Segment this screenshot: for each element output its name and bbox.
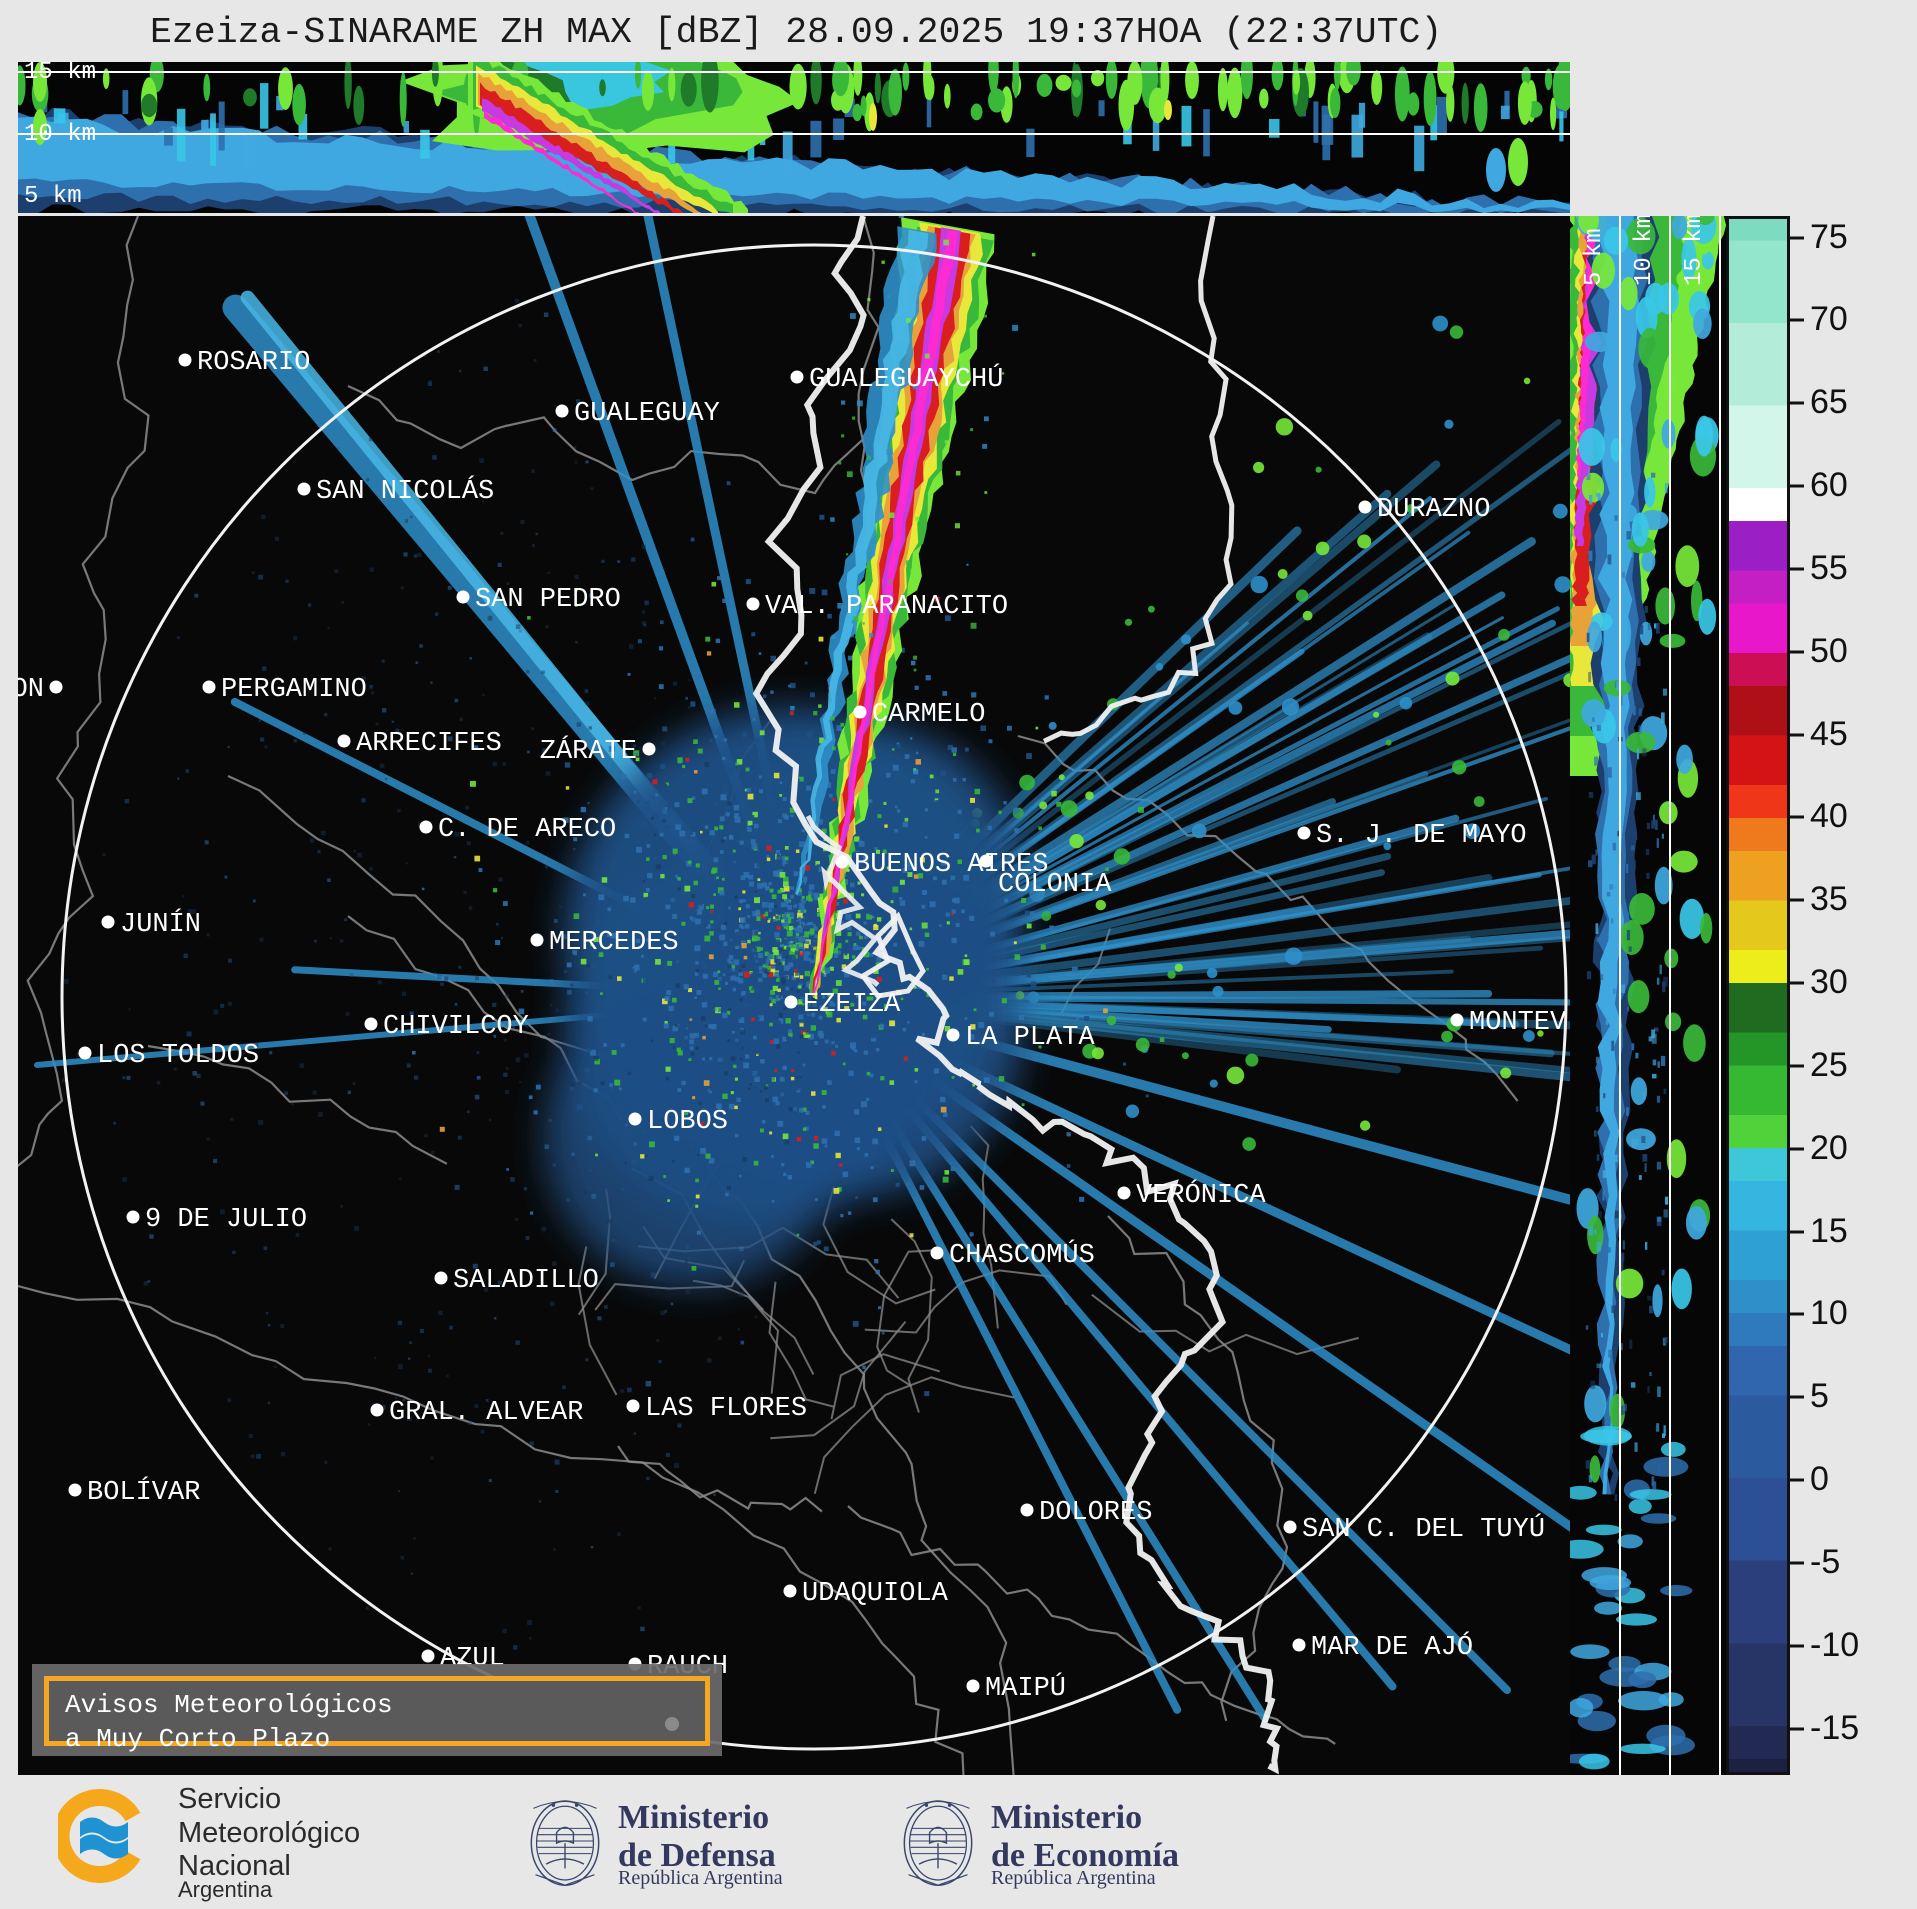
svg-text:MERCEDES: MERCEDES [549,928,679,958]
svg-text:LOBOS: LOBOS [647,1107,728,1137]
svg-text:MAR DE AJÓ: MAR DE AJÓ [1311,1630,1473,1663]
svg-text:GUALEGUAYCHÚ: GUALEGUAYCHÚ [809,362,1003,395]
svg-text:EZEIZA: EZEIZA [803,990,901,1020]
svg-text:SALADILLO: SALADILLO [453,1266,599,1296]
svg-text:MAIPÚ: MAIPÚ [985,1671,1066,1704]
svg-text:SAN PEDRO: SAN PEDRO [475,585,621,615]
svg-text:ROSARIO: ROSARIO [197,348,310,378]
svg-text:COLONIA: COLONIA [998,870,1112,900]
svg-text:GUALEGUAY: GUALEGUAY [574,399,720,429]
svg-text:UDAQUIOLA: UDAQUIOLA [802,1579,949,1609]
svg-text:10 km: 10 km [24,121,96,148]
svg-text:C. DE ARECO: C. DE ARECO [438,815,616,845]
svg-text:PERGAMINO: PERGAMINO [221,675,367,705]
svg-text:VAL. PARANACITO: VAL. PARANACITO [765,592,1008,622]
svg-text:DOLORES: DOLORES [1039,1498,1152,1528]
svg-text:SAN NICOLÁS: SAN NICOLÁS [316,475,494,507]
svg-text:ARRECIFES: ARRECIFES [356,729,502,759]
svg-text:15 km: 15 km [24,62,96,86]
svg-text:JUNÍN: JUNÍN [120,908,201,940]
svg-text:SAN C. DEL TUYÚ: SAN C. DEL TUYÚ [1302,1512,1545,1545]
svg-text:5 km: 5 km [24,183,82,210]
svg-text:CARMELO: CARMELO [872,700,985,730]
svg-text:15 km: 15 km [1681,216,1708,286]
svg-text:CHIVILCOY: CHIVILCOY [383,1012,529,1042]
svg-text:MONTEV: MONTEV [1469,1008,1567,1038]
svg-text:10 km: 10 km [1631,216,1658,286]
svg-text:5 km: 5 km [1581,228,1608,286]
svg-text:GRAL. ALVEAR: GRAL. ALVEAR [389,1398,583,1428]
svg-text:S. J. DE MAYO: S. J. DE MAYO [1316,821,1527,851]
svg-text:9 DE JULIO: 9 DE JULIO [145,1205,307,1235]
svg-text:CHASCOMÚS: CHASCOMÚS [949,1238,1095,1271]
svg-text:VERÓNICA: VERÓNICA [1136,1178,1266,1211]
svg-text:DURAZNO: DURAZNO [1377,495,1490,525]
svg-text:LA PLATA: LA PLATA [965,1023,1095,1053]
svg-text:LAS FLORES: LAS FLORES [645,1394,807,1424]
svg-text:COLON: COLON [18,675,44,705]
svg-text:ZÁRATE: ZÁRATE [540,735,637,767]
svg-text:BOLÍVAR: BOLÍVAR [87,1476,200,1508]
svg-text:LOS TOLDOS: LOS TOLDOS [97,1041,259,1071]
